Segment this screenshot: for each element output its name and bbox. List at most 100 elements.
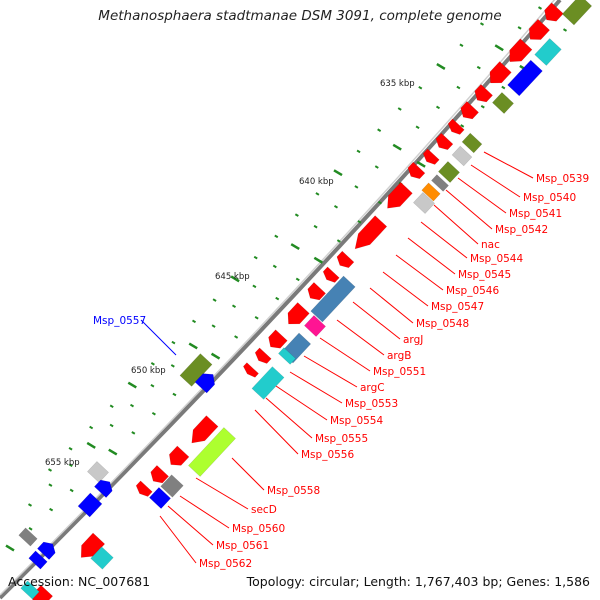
gene-label[interactable]: Msp_0544	[470, 253, 523, 265]
gene-feature[interactable]	[283, 302, 310, 329]
minor-tick	[517, 26, 522, 30]
minor-tick	[253, 255, 258, 260]
minor-tick	[48, 483, 53, 487]
gene-feature[interactable]	[451, 145, 473, 167]
gene-feature[interactable]	[304, 282, 326, 303]
gene-feature[interactable]	[18, 527, 38, 547]
gene-feature[interactable]	[165, 445, 190, 470]
gene-feature[interactable]	[405, 161, 426, 182]
gene-label[interactable]: Msp_0561	[216, 540, 269, 552]
minor-tick	[69, 488, 74, 493]
gene-feature[interactable]	[504, 38, 533, 67]
minor-tick	[562, 28, 568, 32]
gene-feature[interactable]	[507, 59, 543, 97]
gene-feature[interactable]	[310, 275, 356, 323]
gene-feature[interactable]	[186, 415, 219, 449]
minor-tick	[460, 124, 465, 128]
gene-label[interactable]: Msp_0554	[330, 415, 383, 427]
scale-label: 635 kbp	[380, 79, 415, 89]
gene-feature[interactable]	[90, 546, 114, 570]
gene-feature[interactable]	[382, 181, 413, 213]
gene-feature[interactable]	[194, 369, 219, 394]
gene-label[interactable]: Msp_0546	[446, 285, 499, 297]
gene-label[interactable]: argB	[387, 350, 411, 362]
minor-tick	[356, 149, 361, 154]
gene-feature[interactable]	[321, 266, 340, 285]
leader-line	[395, 254, 444, 291]
minor-tick	[47, 468, 53, 472]
gene-label[interactable]: Msp_0558	[267, 485, 320, 497]
gene-label[interactable]: secD	[251, 504, 277, 516]
gene-feature[interactable]	[134, 480, 153, 499]
gene-feature[interactable]	[349, 215, 388, 255]
gene-label[interactable]: Msp_0555	[315, 433, 368, 445]
gene-feature[interactable]	[149, 487, 171, 509]
gene-feature[interactable]	[304, 315, 326, 337]
gene-feature[interactable]	[413, 192, 435, 214]
gene-label[interactable]: Msp_0557	[93, 315, 146, 327]
minor-tick	[333, 205, 339, 209]
gene-label[interactable]: Msp_0541	[509, 208, 562, 220]
gene-feature[interactable]	[160, 474, 184, 498]
gene-label[interactable]: argC	[360, 382, 385, 394]
gene-feature[interactable]	[241, 362, 259, 380]
gene-label[interactable]: Msp_0562	[199, 558, 252, 570]
gene-feature[interactable]	[421, 148, 440, 167]
gene-feature[interactable]	[20, 580, 40, 600]
gene-label[interactable]: Msp_0542	[495, 224, 548, 236]
accession-text: Accession: NC_007681	[8, 574, 151, 589]
leader-line	[369, 287, 414, 324]
leader-line	[445, 189, 493, 230]
gene-feature[interactable]	[75, 532, 106, 563]
gene-feature[interactable]	[37, 538, 58, 560]
leader-line	[433, 204, 479, 245]
gene-label[interactable]: Msp_0548	[416, 318, 469, 330]
minor-tick	[397, 107, 402, 111]
gene-feature[interactable]	[251, 366, 285, 400]
minor-tick	[150, 362, 155, 366]
gene-label[interactable]: Msp_0540	[523, 192, 576, 204]
gene-feature[interactable]	[87, 461, 109, 483]
gene-feature[interactable]	[278, 347, 296, 365]
gene-feature[interactable]	[147, 465, 169, 486]
minor-tick	[172, 392, 177, 397]
gene-label[interactable]: Msp_0551	[373, 366, 426, 378]
gene-feature[interactable]	[471, 84, 493, 105]
gene-feature[interactable]	[534, 38, 562, 66]
gene-feature[interactable]	[431, 174, 449, 192]
gene-label[interactable]: Msp_0547	[431, 301, 484, 313]
gene-feature[interactable]	[421, 182, 441, 202]
gene-feature[interactable]	[446, 118, 465, 137]
gene-feature[interactable]	[179, 353, 213, 387]
gene-feature[interactable]	[94, 476, 115, 498]
minor-tick	[294, 213, 299, 217]
gene-feature[interactable]	[188, 427, 236, 477]
gene-feature[interactable]	[28, 550, 48, 570]
gene-feature[interactable]	[541, 2, 564, 26]
minor-tick	[459, 43, 464, 47]
gene-feature[interactable]	[265, 329, 288, 353]
gene-label[interactable]: Msp_0556	[301, 449, 354, 461]
minor-tick	[191, 319, 197, 324]
minor-tick	[377, 128, 382, 132]
gene-feature[interactable]	[561, 0, 593, 26]
gene-feature[interactable]	[457, 101, 479, 122]
gene-feature[interactable]	[253, 347, 272, 366]
gene-label[interactable]: Msp_0553	[345, 398, 398, 410]
gene-label[interactable]: Msp_0560	[232, 523, 285, 535]
gene-feature[interactable]	[433, 132, 454, 153]
gene-label[interactable]: argJ	[403, 334, 423, 346]
minor-tick	[252, 284, 257, 289]
gene-label[interactable]: Msp_0539	[536, 173, 589, 185]
gene-label[interactable]: nac	[481, 239, 500, 251]
gene-feature[interactable]	[492, 92, 514, 114]
minor-tick	[418, 85, 423, 90]
gene-label[interactable]: Msp_0545	[458, 269, 511, 281]
gene-feature[interactable]	[485, 61, 512, 88]
gene-feature[interactable]	[334, 250, 355, 271]
gene-feature[interactable]	[524, 18, 551, 45]
gene-feature[interactable]	[461, 132, 483, 154]
gene-feature[interactable]	[438, 161, 460, 183]
major-tick	[210, 352, 221, 360]
gene-feature[interactable]	[77, 492, 103, 518]
